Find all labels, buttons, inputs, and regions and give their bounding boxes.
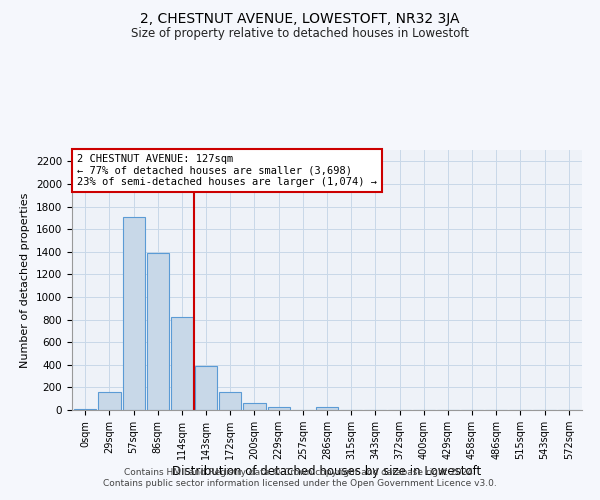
Bar bbox=[122, 216, 145, 410]
Text: Contains HM Land Registry data © Crown copyright and database right 2024.
Contai: Contains HM Land Registry data © Crown c… bbox=[103, 468, 497, 487]
Bar bbox=[98, 392, 121, 410]
Text: Size of property relative to detached houses in Lowestoft: Size of property relative to detached ho… bbox=[131, 28, 469, 40]
Y-axis label: Number of detached properties: Number of detached properties bbox=[20, 192, 31, 368]
Bar bbox=[244, 402, 266, 410]
Bar bbox=[171, 316, 193, 410]
Bar bbox=[268, 406, 290, 410]
Bar bbox=[219, 392, 241, 410]
Text: 2, CHESTNUT AVENUE, LOWESTOFT, NR32 3JA: 2, CHESTNUT AVENUE, LOWESTOFT, NR32 3JA bbox=[140, 12, 460, 26]
Bar bbox=[316, 406, 338, 410]
Bar bbox=[195, 366, 217, 410]
Bar bbox=[146, 253, 169, 410]
X-axis label: Distribution of detached houses by size in Lowestoft: Distribution of detached houses by size … bbox=[172, 465, 482, 478]
Text: 2 CHESTNUT AVENUE: 127sqm
← 77% of detached houses are smaller (3,698)
23% of se: 2 CHESTNUT AVENUE: 127sqm ← 77% of detac… bbox=[77, 154, 377, 187]
Bar bbox=[74, 409, 97, 410]
